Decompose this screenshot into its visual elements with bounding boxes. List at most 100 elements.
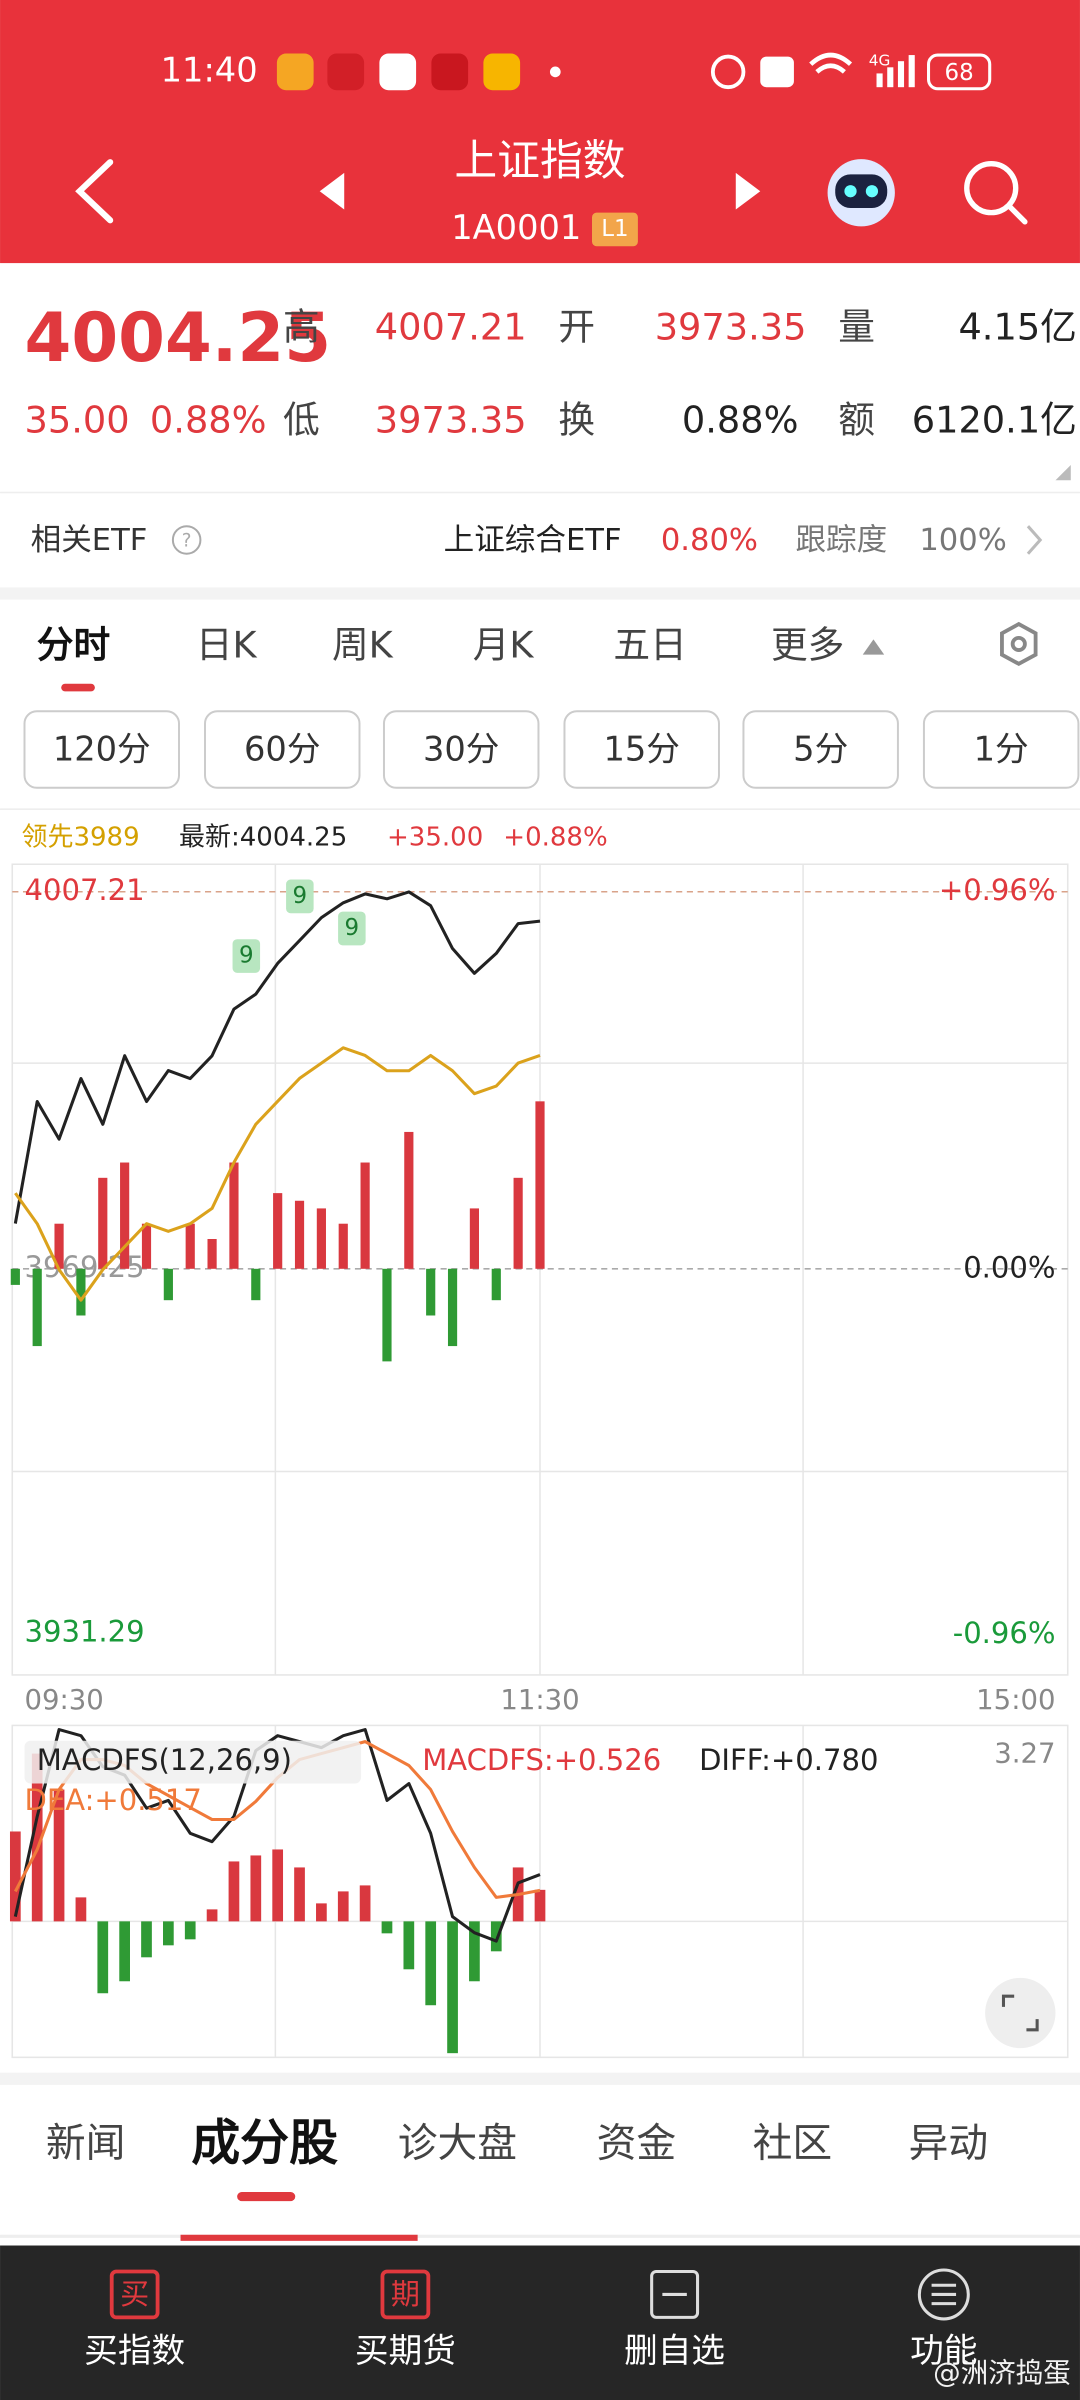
tab-indicator <box>61 683 95 692</box>
macd-title: MACDFS(12,26,9) <box>37 1743 292 1777</box>
bar <box>360 1162 370 1269</box>
period-button[interactable] <box>23 710 180 789</box>
bar <box>469 1921 480 1982</box>
etf-name[interactable]: 上证综合ETF <box>444 523 622 558</box>
legend-entry: MACDFS:+0.526 <box>422 1743 661 1777</box>
bottom-tab[interactable]: 成分股 <box>191 2115 338 2172</box>
bottom-tab-indicator <box>237 2191 296 2202</box>
bottom-tab[interactable]: 社区 <box>753 2121 833 2167</box>
price: 4004.25 <box>25 299 332 377</box>
bar <box>141 1921 152 1958</box>
quote-grid: 高 4007.21 开 3973.35 量 4.15亿 35.00 0.88% … <box>25 305 1077 441</box>
period-button[interactable] <box>382 710 540 789</box>
header-bg <box>0 0 1080 264</box>
bar <box>250 1855 262 1922</box>
nav-label[interactable]: 删自选 <box>624 2331 725 2370</box>
tab[interactable]: 日K <box>196 624 258 667</box>
bottom-tab[interactable]: 资金 <box>597 2121 677 2167</box>
annotation-bg <box>232 939 261 973</box>
annotation-bg <box>286 879 314 914</box>
value: 3973.35 <box>375 399 527 442</box>
nav-label[interactable]: 买期货 <box>355 2331 456 2370</box>
expand-button[interactable] <box>985 1977 1056 2049</box>
nav-icon <box>917 2268 970 2321</box>
bar <box>469 1208 480 1269</box>
bar <box>184 1921 196 1940</box>
period-buttons: 120分 60分 30分 15分 5分 1分 <box>23 710 1080 789</box>
watermark: @洲济捣蛋 <box>933 2357 1071 2389</box>
period-button[interactable] <box>204 710 361 789</box>
bar <box>535 1101 545 1269</box>
change: +35.00 <box>387 823 483 853</box>
bottom-tab[interactable]: 异动 <box>909 2121 989 2167</box>
bottom-tabs: 新闻 成分股 诊大盘 资金 社区 异动 <box>46 2115 988 2172</box>
value: 0.88% <box>682 399 799 442</box>
bar <box>185 1223 195 1269</box>
nav-label[interactable]: 买指数 <box>84 2331 185 2370</box>
help-icon-mark: ? <box>182 530 192 551</box>
tab[interactable]: 月K <box>473 624 535 667</box>
period-label: 60分 <box>244 730 320 769</box>
label: 低 <box>283 399 320 442</box>
label: 换 <box>558 399 595 442</box>
assistant-button[interactable] <box>827 159 895 227</box>
period-button[interactable] <box>742 710 899 789</box>
tab[interactable]: 分时 <box>37 624 110 667</box>
chevron <box>1026 525 1043 555</box>
bottom-tab[interactable]: 诊大盘 <box>398 2121 517 2167</box>
value: 3973.35 <box>655 305 807 348</box>
bottom-tab[interactable]: 新闻 <box>46 2121 126 2167</box>
bar <box>76 1268 86 1316</box>
series-line <box>13 890 541 1224</box>
bar <box>163 1921 174 1946</box>
bar <box>381 1921 393 1934</box>
bar <box>97 1921 109 1994</box>
etf-label: 相关ETF <box>31 523 148 558</box>
y2-tick-label: -0.96% <box>953 1616 1056 1650</box>
status-network: 4G <box>869 52 891 70</box>
next-button[interactable] <box>735 172 761 210</box>
settings-icon[interactable] <box>1000 621 1038 667</box>
tab[interactable]: 五日 <box>613 624 686 667</box>
bar <box>32 1268 42 1347</box>
bar <box>425 1921 437 2006</box>
bar <box>294 1867 305 1922</box>
nav-label[interactable]: 功能 <box>910 2331 977 2370</box>
nav-icon <box>380 2269 431 2320</box>
annotation-bg <box>338 911 366 946</box>
bar <box>534 1889 546 1922</box>
period-label: 120分 <box>53 730 151 769</box>
bar <box>403 1921 415 1970</box>
tab[interactable]: 更多 <box>771 624 844 667</box>
bar <box>382 1268 392 1362</box>
tab[interactable]: 周K <box>332 624 394 667</box>
status-app-icons <box>276 52 992 91</box>
bar <box>426 1268 436 1316</box>
search-button[interactable] <box>964 160 1028 225</box>
nav-icon-text: 期 <box>391 2277 420 2311</box>
bar <box>228 1861 240 1922</box>
bar <box>163 1268 173 1301</box>
etf-pct: 0.80% <box>661 523 758 558</box>
macd-title-bg[interactable] <box>24 1740 362 1784</box>
chart-frame <box>11 863 1069 2059</box>
change: 35.00 <box>25 399 130 442</box>
help-icon[interactable] <box>171 525 202 555</box>
prev-button[interactable] <box>319 172 345 210</box>
annotation: 9 <box>345 915 360 941</box>
period-button[interactable] <box>563 710 720 789</box>
period-label: 30分 <box>423 730 499 769</box>
label: 开 <box>558 305 595 348</box>
legend-entry: DEA:+0.517 <box>25 1783 202 1817</box>
period-button[interactable] <box>922 710 1080 789</box>
label: 量 <box>838 305 875 348</box>
bar <box>53 1789 65 1922</box>
legend-entry: DIFF:+0.780 <box>699 1743 878 1777</box>
value: 4007.21 <box>375 305 527 348</box>
bar <box>10 1268 20 1285</box>
more-arrow <box>862 639 885 655</box>
annotation: 9 <box>293 883 308 909</box>
x-tick-label: 15:00 <box>976 1684 1055 1716</box>
back-button[interactable] <box>75 159 114 224</box>
y2-tick-label: +0.96% <box>939 873 1056 907</box>
